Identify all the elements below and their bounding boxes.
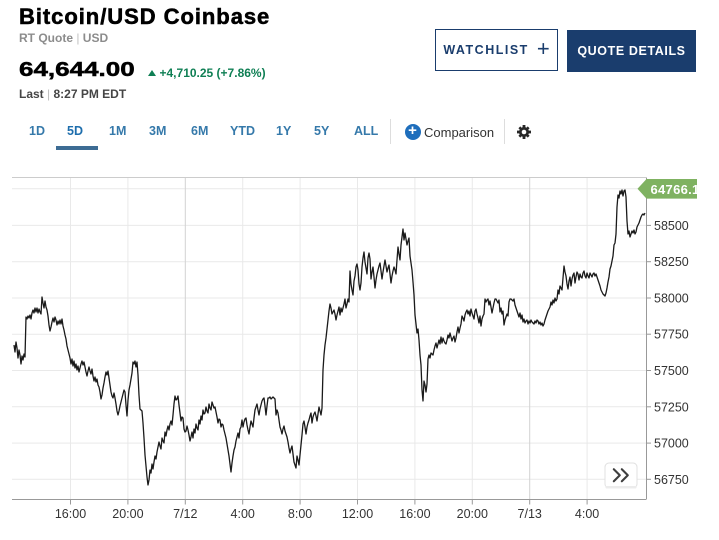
- svg-text:20:00: 20:00: [112, 507, 143, 521]
- svg-text:57750: 57750: [654, 328, 689, 342]
- svg-text:16:00: 16:00: [55, 507, 86, 521]
- svg-text:4:00: 4:00: [575, 507, 599, 521]
- svg-text:56750: 56750: [654, 473, 689, 487]
- svg-text:64766.14: 64766.14: [651, 182, 708, 197]
- svg-text:12:00: 12:00: [342, 507, 373, 521]
- svg-text:57000: 57000: [654, 437, 689, 451]
- svg-text:16:00: 16:00: [399, 507, 430, 521]
- svg-text:58000: 58000: [654, 292, 689, 306]
- svg-text:57250: 57250: [654, 400, 689, 414]
- svg-text:58250: 58250: [654, 255, 689, 269]
- svg-text:57500: 57500: [654, 364, 689, 378]
- svg-text:7/12: 7/12: [173, 507, 197, 521]
- svg-text:58500: 58500: [654, 219, 689, 233]
- svg-text:8:00: 8:00: [288, 507, 312, 521]
- svg-text:7/13: 7/13: [518, 507, 542, 521]
- svg-text:20:00: 20:00: [457, 507, 488, 521]
- svg-text:4:00: 4:00: [231, 507, 255, 521]
